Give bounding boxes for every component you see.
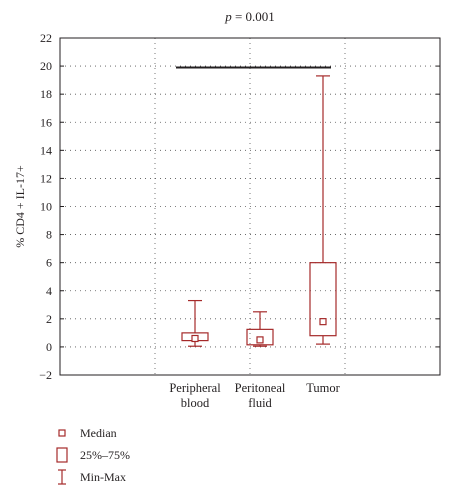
title-rest: = 0.001 xyxy=(232,9,275,24)
legend-label: Min-Max xyxy=(80,470,126,484)
y-tick-label: 20 xyxy=(40,59,52,73)
y-tick-label: 14 xyxy=(40,143,52,157)
iqr-box xyxy=(246,328,274,346)
x-category-label: fluid xyxy=(248,396,272,410)
y-tick-label: 4 xyxy=(46,284,52,298)
y-axis-label: % CD4 + IL-17+ xyxy=(13,165,27,248)
x-category-label: blood xyxy=(181,396,210,410)
legend-box-icon xyxy=(56,447,68,463)
x-category-label: Tumor xyxy=(306,381,340,395)
median-marker xyxy=(191,334,199,343)
y-tick-label: 16 xyxy=(40,115,52,129)
title-italic-part: p xyxy=(224,9,232,24)
median-marker xyxy=(319,318,327,326)
y-tick-label: 0 xyxy=(46,340,52,354)
legend-label: Median xyxy=(80,426,117,440)
y-tick-label: 12 xyxy=(40,171,52,185)
chart-title: p = 0.001 xyxy=(224,9,275,24)
box-2 xyxy=(246,311,274,347)
y-tick-label: 22 xyxy=(40,31,52,45)
y-tick-label: −2 xyxy=(39,368,52,382)
x-category-label: Peritoneal xyxy=(235,381,286,395)
median-marker xyxy=(256,336,264,344)
y-tick-label: 2 xyxy=(46,312,52,326)
box-1 xyxy=(181,299,209,347)
y-tick-label: 18 xyxy=(40,87,52,101)
y-axis-ticks: −2 0 2 4 6 8 10 12 14 16 18 20 22 xyxy=(39,31,440,382)
legend-label: 25%–75% xyxy=(80,448,130,462)
legend-median-icon xyxy=(58,429,66,437)
legend: Median 25%–75% Min-Max xyxy=(56,426,130,485)
box-series xyxy=(181,75,337,347)
y-tick-label: 10 xyxy=(40,200,52,214)
box-3 xyxy=(309,75,337,345)
x-category-label: Peripheral xyxy=(169,381,221,395)
iqr-box xyxy=(309,262,337,337)
grid-lines xyxy=(60,38,440,375)
y-tick-label: 6 xyxy=(46,256,52,270)
y-tick-label: 8 xyxy=(46,228,52,242)
